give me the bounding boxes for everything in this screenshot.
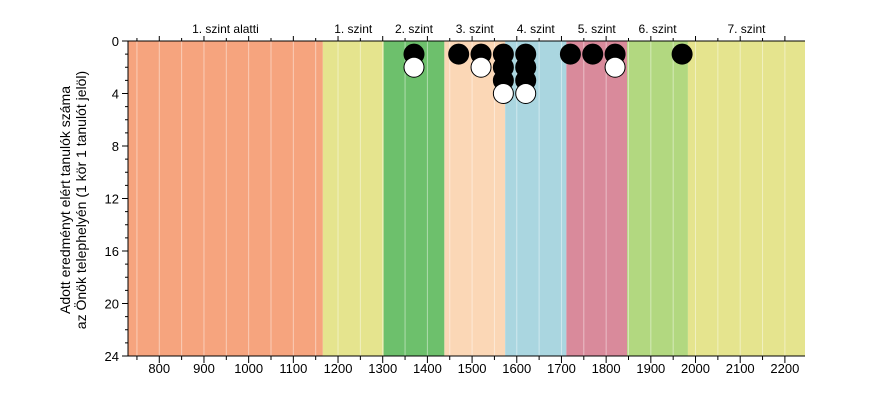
gridlines xyxy=(136,41,786,356)
x-tick-label-1900: 1900 xyxy=(636,361,665,376)
band-label-6: 5. szint xyxy=(578,22,617,36)
white-point-5 xyxy=(604,56,626,78)
x-tick-label-1100: 1100 xyxy=(279,361,307,376)
y-axis-subtitle: az Önök telephelyén (1 kör 1 tanulót jel… xyxy=(72,71,89,329)
x-tick-label-1300: 1300 xyxy=(368,361,397,376)
y-axis-title-line2: az Önök telephelyén (1 kör 1 tanulót jel… xyxy=(72,71,89,329)
band-3 xyxy=(383,41,445,356)
band-8 xyxy=(687,41,805,356)
band-5 xyxy=(505,41,567,356)
x-tick-label-900: 900 xyxy=(193,361,215,376)
x-tick-label-2000: 2000 xyxy=(681,361,710,376)
y-tick-label-16: 16 xyxy=(105,244,119,259)
y-tick-label-24: 24 xyxy=(105,349,119,364)
black-point-11 xyxy=(582,43,604,65)
band-7 xyxy=(627,41,688,356)
band-label-5: 4. szint xyxy=(517,22,556,36)
black-point-2 xyxy=(448,43,470,65)
black-point-13 xyxy=(671,43,693,65)
band-label-2: 1. szint xyxy=(334,22,373,36)
y-axis-title-line1: Adott eredményt elért tanulók száma xyxy=(57,86,73,314)
y-tick-label-8: 8 xyxy=(112,139,119,154)
black-point-10 xyxy=(559,43,581,65)
y-axis-title: Adott eredményt elért tanulók száma xyxy=(57,86,73,314)
white-point-2 xyxy=(470,56,492,78)
axes: 800 900 1000 1100 1200 1300 1400 1500 1600 1700 18… xyxy=(105,34,805,376)
y-tick-label-12: 12 xyxy=(105,192,119,207)
x-tick-label-1800: 1800 xyxy=(592,361,621,376)
level-bands xyxy=(128,41,805,356)
band-label-7: 6. szint xyxy=(639,22,678,36)
band-1 xyxy=(128,41,323,356)
band-label-3: 2. szint xyxy=(395,22,434,36)
x-tick-label-1400: 1400 xyxy=(413,361,442,376)
band-label-1: 1. szint alatti xyxy=(192,22,259,36)
band-labels: 1. szint alatti 1. szint 2. szint 3. szint 4… xyxy=(192,22,766,36)
white-point-3 xyxy=(492,83,514,104)
x-tick-label-1600: 1600 xyxy=(502,361,531,376)
x-tick-label-2100: 2100 xyxy=(726,361,755,376)
band-label-4: 3. szint xyxy=(456,22,495,36)
white-point-1 xyxy=(403,56,425,78)
x-tick-label-1000: 1000 xyxy=(234,361,263,376)
x-tick-label-1500: 1500 xyxy=(458,361,487,376)
white-point-4 xyxy=(515,83,537,104)
x-tick-label-2200: 2200 xyxy=(770,361,799,376)
band-6 xyxy=(566,41,628,356)
y-tick-label-20: 20 xyxy=(105,297,119,312)
y-tick-label-0: 0 xyxy=(112,34,119,49)
data-points xyxy=(403,43,693,104)
band-2 xyxy=(322,41,384,356)
band-label-8: 7. szint xyxy=(727,22,766,36)
x-tick-label-800: 800 xyxy=(148,361,170,376)
x-tick-label-1700: 1700 xyxy=(547,361,576,376)
x-tick-label-1200: 1200 xyxy=(324,361,353,376)
y-tick-label-4: 4 xyxy=(112,87,119,102)
